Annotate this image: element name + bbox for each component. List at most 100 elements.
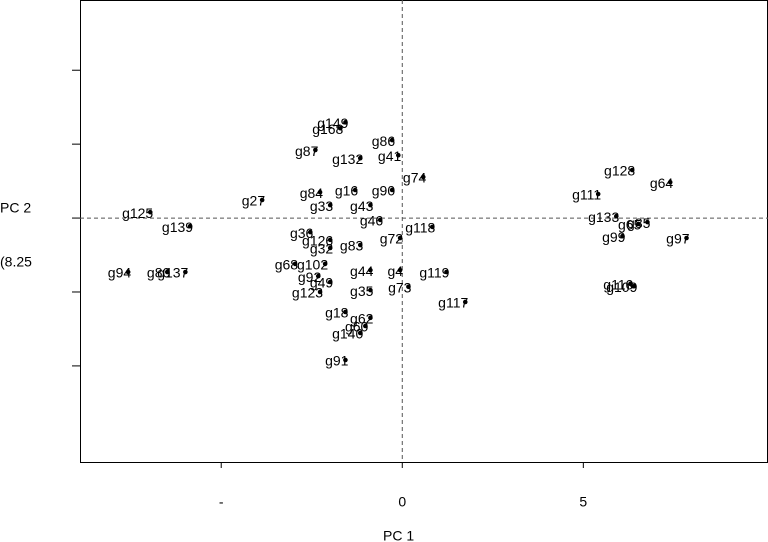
point-label: g128	[604, 163, 635, 179]
point-label: g64	[650, 175, 674, 191]
point	[352, 187, 358, 193]
y-axis-label: PC 2	[0, 200, 31, 216]
point	[406, 284, 411, 290]
point-label: g65	[618, 217, 642, 233]
point	[292, 261, 298, 267]
point	[645, 219, 650, 225]
point-label: g74	[403, 170, 427, 186]
point	[632, 283, 637, 289]
point	[377, 217, 383, 223]
point-label: g111	[572, 187, 601, 203]
point	[684, 235, 689, 241]
point	[444, 269, 449, 275]
point-label: g72	[380, 231, 404, 247]
point-label: g133	[588, 209, 619, 225]
point	[327, 245, 333, 251]
point-label: g91	[325, 353, 349, 369]
point	[620, 233, 625, 239]
x-tick-label: -	[219, 494, 224, 510]
point-label: g94	[108, 265, 132, 281]
point	[338, 125, 343, 131]
point-label: g139	[162, 219, 193, 235]
point-label: g62	[350, 311, 374, 327]
point	[368, 267, 373, 273]
point-label: g84	[300, 185, 324, 201]
point	[147, 209, 153, 215]
point-label: g123	[292, 285, 323, 301]
point-label: g168	[312, 121, 343, 137]
point	[628, 281, 633, 287]
point-label: g125	[122, 205, 153, 221]
point	[327, 202, 333, 208]
point-label: g132	[332, 151, 363, 167]
point-label: g86	[372, 133, 396, 149]
point-label: g43	[350, 198, 374, 214]
point	[327, 279, 333, 285]
point-label: g90	[372, 183, 396, 199]
point-label: g140	[332, 326, 363, 342]
point-label: g4	[388, 263, 404, 279]
point	[368, 202, 373, 208]
point	[397, 235, 403, 241]
x-tick-label: 5	[579, 494, 587, 510]
point-label: g118	[405, 220, 435, 236]
point	[667, 179, 673, 185]
point	[327, 237, 333, 243]
point	[368, 287, 373, 293]
point-label: g16	[335, 183, 359, 199]
point	[343, 309, 348, 315]
y-axis-note: (8.25	[0, 254, 32, 270]
point-label: g33	[310, 198, 334, 214]
point	[395, 152, 401, 158]
point	[307, 229, 313, 235]
point	[259, 197, 265, 203]
point	[357, 155, 363, 161]
point	[595, 191, 601, 197]
point-label: g46	[360, 213, 384, 229]
point	[430, 224, 435, 230]
point-label: g137	[157, 265, 188, 281]
point	[636, 221, 641, 227]
point-label: g83	[340, 238, 364, 254]
point	[368, 315, 373, 321]
point	[397, 267, 403, 273]
point	[389, 137, 395, 143]
point-label: g119	[419, 265, 449, 281]
point	[343, 120, 348, 125]
point-label: g126	[302, 233, 333, 249]
point	[462, 299, 468, 305]
point	[420, 174, 426, 180]
point-label: g109	[606, 279, 637, 295]
point	[164, 269, 170, 275]
point-label: g35	[350, 283, 374, 299]
point	[357, 242, 363, 248]
point	[389, 187, 395, 193]
point	[317, 289, 323, 295]
point-label: g92	[298, 269, 322, 285]
point-label: g68	[275, 257, 299, 273]
point	[183, 269, 188, 275]
x-axis-label: PC 1	[383, 528, 414, 542]
point-label: g102	[297, 257, 328, 273]
point-label: g99	[602, 229, 626, 245]
point	[629, 167, 635, 173]
point-label: g73	[388, 280, 412, 296]
point	[125, 269, 131, 275]
x-tick-label: 0	[398, 494, 406, 510]
point	[315, 273, 321, 279]
point-label: g44	[350, 263, 374, 279]
point	[317, 189, 323, 195]
point-label: g87	[295, 143, 319, 159]
point-label: g27	[242, 193, 266, 209]
point	[187, 223, 193, 229]
point-label: g117	[438, 295, 468, 311]
point-label: g80	[147, 265, 171, 281]
point	[343, 357, 348, 363]
point-label: g97	[666, 231, 690, 247]
point	[322, 261, 328, 267]
point-label: g32	[310, 241, 334, 257]
point	[357, 330, 363, 336]
point	[313, 147, 318, 153]
point-label: g60	[345, 319, 369, 335]
